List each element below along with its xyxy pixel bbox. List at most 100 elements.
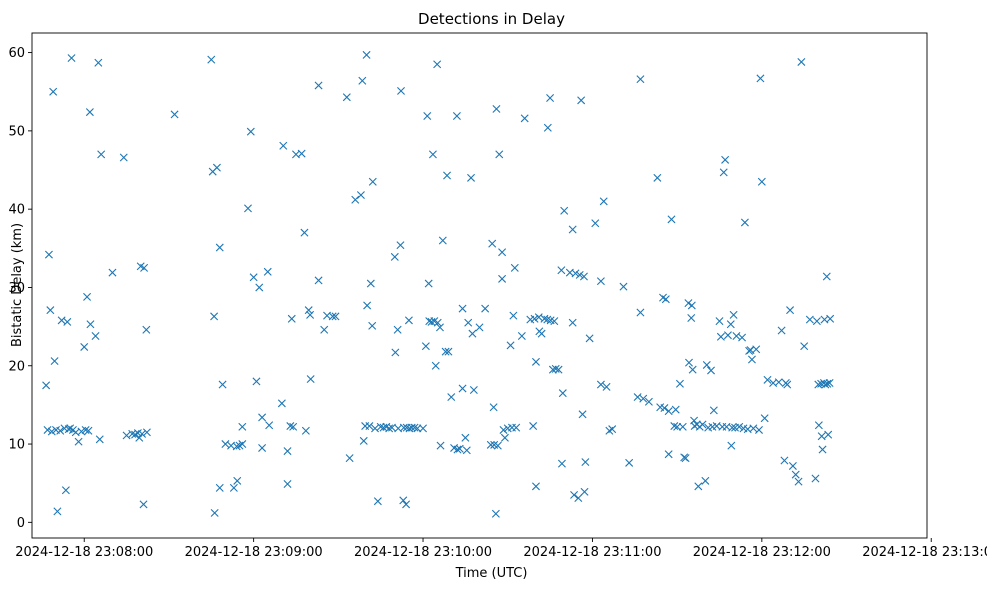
data-point-marker [599, 197, 608, 206]
data-point-marker [301, 426, 310, 435]
data-point-marker [707, 366, 716, 375]
data-point-marker [345, 454, 354, 463]
x-tick-label: 2024-12-18 23:12:00 [693, 545, 831, 560]
data-point-marker [786, 306, 795, 315]
data-point-marker [246, 127, 255, 136]
data-point-marker [664, 407, 673, 416]
data-point-marker [94, 58, 103, 67]
data-point-marker [447, 393, 456, 402]
data-point-marker [363, 301, 372, 310]
data-point-marker [488, 239, 497, 248]
data-point-marker [560, 206, 569, 215]
data-point-marker [314, 81, 323, 90]
data-point-marker [44, 250, 53, 259]
data-point-marker [702, 360, 711, 369]
data-point-marker [258, 443, 267, 452]
data-point-marker [433, 318, 442, 327]
data-point-marker [788, 461, 797, 470]
data-point-marker [729, 310, 738, 319]
data-point-marker [694, 482, 703, 491]
data-point-marker [812, 317, 821, 326]
data-point-marker [580, 487, 589, 496]
data-point-marker [221, 440, 230, 449]
data-point-marker [557, 459, 566, 468]
data-point-marker [797, 57, 806, 66]
data-point-marker [458, 304, 467, 313]
data-point-marker [571, 269, 580, 278]
data-point-marker [314, 276, 323, 285]
data-point-marker [258, 413, 267, 422]
data-point-marker [661, 295, 670, 304]
data-point-marker [84, 426, 93, 435]
data-point-marker [77, 427, 86, 436]
data-point-marker [817, 432, 826, 441]
data-point-marker [81, 425, 90, 434]
data-point-marker [554, 365, 563, 374]
data-point-marker [596, 277, 605, 286]
data-point-marker [85, 108, 94, 117]
data-point-marker [404, 316, 413, 325]
data-point-marker [304, 306, 313, 315]
data-point-marker [721, 155, 730, 164]
data-point-marker [252, 377, 261, 386]
data-point-marker [283, 479, 292, 488]
data-point-marker [811, 474, 820, 483]
data-point-marker [277, 399, 286, 408]
data-point-marker [755, 425, 763, 434]
data-point-marker [238, 440, 247, 449]
data-point-marker [728, 423, 737, 432]
plot-frame [31, 32, 928, 539]
data-point-marker [574, 494, 583, 503]
data-point-marker [283, 447, 292, 456]
data-point-marker [687, 301, 696, 310]
data-point-marker [47, 427, 56, 436]
y-tick-label: 60 [8, 46, 25, 61]
data-point-marker [660, 404, 669, 413]
data-point-marker [328, 312, 337, 321]
data-point-marker [499, 425, 508, 434]
y-tick-label: 30 [8, 281, 25, 296]
data-point-marker [738, 333, 747, 342]
data-point-marker [419, 424, 428, 433]
data-point-marker [726, 320, 735, 329]
data-point-marker [373, 497, 382, 506]
data-point-marker [685, 358, 693, 367]
data-point-marker [119, 153, 128, 162]
data-point-marker [805, 315, 814, 324]
data-point-marker [142, 325, 151, 334]
data-point-marker [458, 384, 467, 393]
data-point-marker [591, 219, 600, 228]
data-point-marker [371, 424, 380, 433]
data-point-marker [57, 316, 66, 325]
data-point-marker [800, 342, 809, 351]
data-point-marker [233, 476, 242, 485]
data-point-marker [74, 437, 83, 446]
data-point-marker [140, 263, 149, 272]
data-point-marker [232, 442, 241, 451]
data-point-marker [670, 422, 679, 431]
data-point-marker [667, 215, 676, 224]
data-point-marker [351, 195, 360, 204]
data-point-marker [709, 406, 718, 415]
data-point-marker [464, 318, 473, 327]
data-point-marker [749, 424, 758, 433]
data-point-marker [263, 267, 272, 276]
y-tick-label: 10 [8, 438, 25, 453]
data-point-marker [826, 314, 835, 323]
y-tick-label: 50 [8, 124, 25, 139]
data-point-marker [492, 104, 501, 113]
data-point-marker [602, 382, 611, 391]
data-point-marker [678, 422, 687, 431]
data-point-marker [684, 299, 693, 308]
data-point-marker [443, 171, 452, 180]
data-point-marker [358, 76, 367, 85]
data-point-marker [575, 270, 584, 279]
data-point-marker [681, 454, 690, 463]
data-point-marker [718, 422, 727, 431]
data-point-marker [507, 423, 516, 432]
data-point-marker [53, 507, 62, 516]
data-point-marker [814, 421, 823, 430]
data-point-marker [249, 273, 258, 282]
data-point-marker [747, 355, 756, 364]
data-point-marker [287, 314, 296, 323]
